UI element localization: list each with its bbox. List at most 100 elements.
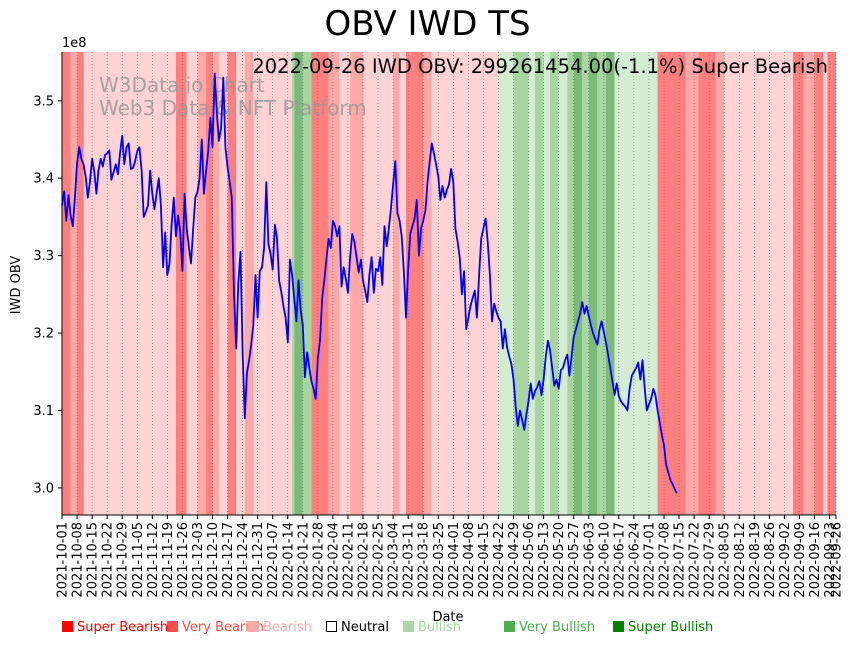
y-tick-label: 3.4 xyxy=(33,172,54,187)
legend-item: Super Bearish xyxy=(62,620,168,635)
x-tick-label: 2021-12-03 xyxy=(191,522,206,598)
x-tick-label: 2021-10-29 xyxy=(116,522,131,598)
x-tick-label: 2022-07-15 xyxy=(673,522,688,598)
x-axis-ticks: 2021-10-01 2021-10-08 2021-10-15 2021-10-22… xyxy=(56,515,845,598)
legend-label: Very Bullish xyxy=(519,620,596,635)
x-tick-label: 2021-10-01 xyxy=(56,522,71,598)
band-super-bullish xyxy=(588,52,598,515)
x-tick-label: 2022-03-25 xyxy=(432,522,447,598)
band-bearish xyxy=(823,52,828,515)
band-bullish xyxy=(621,52,658,515)
band-super-bearish xyxy=(175,52,187,515)
x-tick-label: 2022-06-24 xyxy=(627,522,642,598)
legend-swatch xyxy=(613,621,624,632)
x-tick-label: 2022-07-22 xyxy=(688,522,703,598)
latest-value-annotation: 2022-09-26 IWD OBV: 299261454.00(-1.1%) … xyxy=(252,55,828,78)
legend-item: Very Bullish xyxy=(504,620,595,635)
x-tick-label: 2022-08-05 xyxy=(718,522,733,598)
band-super-bearish xyxy=(698,52,716,515)
band-super-bullish xyxy=(605,52,615,515)
x-tick-label: 2021-12-24 xyxy=(236,522,251,598)
x-tick-label: 2022-02-11 xyxy=(341,522,356,598)
obv-line xyxy=(61,72,678,494)
band-very-bullish xyxy=(582,52,589,515)
band-super-bearish xyxy=(62,52,71,515)
y-tick-label: 3.1 xyxy=(33,404,54,419)
band-very-bearish xyxy=(393,52,400,515)
x-tick-label: 2021-12-31 xyxy=(251,522,266,598)
x-tick-label: 2022-08-12 xyxy=(733,522,748,598)
band-very-bullish xyxy=(302,52,312,515)
x-tick-label: 2022-09-02 xyxy=(778,522,793,598)
x-tick-label: 2022-04-01 xyxy=(447,522,462,598)
band-super-bearish xyxy=(814,52,824,515)
legend-swatch xyxy=(62,621,73,632)
band-very-bearish xyxy=(715,52,725,515)
legend-swatch xyxy=(326,621,337,632)
date-gridlines xyxy=(61,52,837,515)
band-bullish xyxy=(528,52,535,515)
band-bearish xyxy=(470,52,499,515)
sentiment-bands xyxy=(62,52,836,515)
x-tick-label: 2022-01-14 xyxy=(281,522,296,598)
band-very-bearish xyxy=(197,52,207,515)
x-tick-label: 2022-09-26 xyxy=(830,522,845,598)
x-tick-label: 2022-04-22 xyxy=(492,522,507,598)
x-tick-label: 2022-03-04 xyxy=(387,522,402,598)
band-very-bullish xyxy=(535,52,544,515)
chart-title: OBV IWD TS xyxy=(324,4,531,44)
x-tick-label: 2022-05-13 xyxy=(537,522,552,598)
band-bullish xyxy=(543,52,551,515)
x-tick-label: 2021-10-15 xyxy=(86,522,101,598)
x-tick-label: 2022-02-18 xyxy=(357,522,372,598)
x-tick-label: 2022-01-21 xyxy=(296,522,311,598)
band-super-bearish xyxy=(827,52,836,515)
legend-label: Very Bearish xyxy=(182,620,264,635)
x-tick-label: 2022-07-08 xyxy=(658,522,673,598)
x-tick-label: 2022-05-20 xyxy=(552,522,567,598)
x-tick-label: 2022-03-11 xyxy=(402,522,417,598)
x-tick-label: 2022-08-26 xyxy=(763,522,778,598)
x-tick-label: 2021-12-17 xyxy=(221,522,236,598)
legend-swatch xyxy=(403,621,414,632)
band-very-bullish xyxy=(513,52,529,515)
band-bearish xyxy=(89,52,176,515)
band-super-bearish xyxy=(793,52,804,515)
y-tick-label: 3.3 xyxy=(33,249,54,264)
x-tick-label: 2022-01-28 xyxy=(311,522,326,598)
x-tick-label: 2022-07-29 xyxy=(703,522,718,598)
legend-item: Very Bearish xyxy=(167,620,264,635)
band-super-bearish xyxy=(206,52,213,515)
band-super-bullish xyxy=(573,52,583,515)
x-tick-label: 2022-02-04 xyxy=(326,522,341,598)
x-tick-label: 2021-11-05 xyxy=(131,522,146,598)
band-super-bearish xyxy=(406,52,424,515)
axes xyxy=(61,52,836,516)
x-tick-label: 2021-11-19 xyxy=(161,522,176,598)
x-tick-label: 2022-08-19 xyxy=(748,522,763,598)
band-very-bearish xyxy=(423,52,432,515)
y-offset-label: 1e8 xyxy=(62,36,87,51)
legend-label: Bearish xyxy=(263,620,312,635)
band-bullish xyxy=(614,52,621,515)
x-tick-label: 2022-06-03 xyxy=(582,522,597,598)
x-tick-label: 2022-09-23 xyxy=(823,522,838,598)
legend-label: Neutral xyxy=(341,620,389,635)
band-bearish xyxy=(399,52,406,515)
band-very-bearish xyxy=(803,52,815,515)
x-tick-label: 2022-02-25 xyxy=(372,522,387,598)
band-very-bearish xyxy=(212,52,219,515)
legend-label: Bullish xyxy=(418,620,462,635)
legend-item: Neutral xyxy=(326,620,389,635)
x-tick-label: 2022-06-17 xyxy=(612,522,627,598)
legend-item: Bearish xyxy=(248,620,312,635)
legend-swatch xyxy=(167,621,178,632)
x-tick-label: 2021-12-10 xyxy=(206,522,221,598)
band-super-bearish xyxy=(227,52,237,515)
band-very-bullish xyxy=(550,52,559,515)
band-bearish xyxy=(339,52,351,515)
x-tick-label: 2022-07-01 xyxy=(642,522,657,598)
y-tick-label: 3.2 xyxy=(33,327,54,342)
band-very-bullish xyxy=(597,52,606,515)
